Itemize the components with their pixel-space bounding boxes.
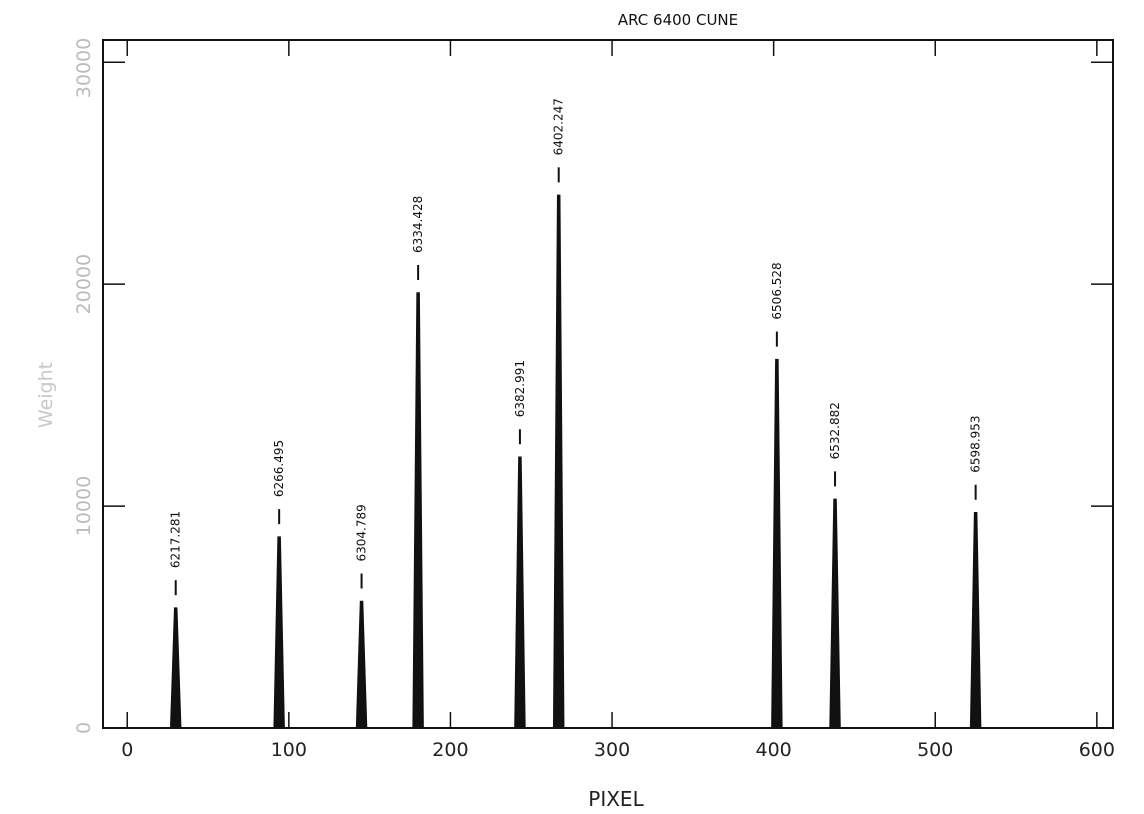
emission-peak [514,456,526,729]
peak-label: 6598.953 [969,415,983,472]
emission-peak [829,498,841,729]
peak-label: 6506.528 [770,262,784,319]
emission-peak [552,194,565,729]
x-tick-label: 600 [1079,739,1115,761]
x-axis-label: PIXEL [588,787,644,811]
axis-ticks [103,40,1113,729]
emission-peak [412,292,424,729]
x-tick-label: 500 [917,739,953,761]
peak-label: 6304.789 [355,504,369,561]
x-tick-label: 400 [756,739,792,761]
emission-peak [169,607,182,729]
x-tick-label: 300 [594,739,630,761]
peak-label: 6382.991 [513,360,527,417]
y-tick-label: 30000 [73,38,95,98]
emission-peak [771,358,783,729]
peak-label: 6266.495 [272,440,286,497]
peak-label: 6532.882 [828,402,842,459]
emission-peak [273,536,285,729]
peak-label: 6402.247 [552,98,566,155]
peak-label: 6334.428 [411,196,425,253]
plot-frame [102,39,1114,729]
emission-peak [969,511,982,729]
emission-peak [355,600,368,729]
x-tick-labels: 0 100 200 300 400 500 600 [121,739,1115,761]
x-tick-label: 200 [432,739,468,761]
y-tick-label: 20000 [73,254,95,314]
y-tick-label: 10000 [73,476,95,536]
peak-label: 6217.281 [169,511,183,568]
x-tick-label: 100 [271,739,307,761]
chart-title: ARC 6400 CUNE [618,11,738,29]
y-tick-labels: 0 10000 20000 30000 [73,38,95,734]
x-tick-label: 0 [121,739,133,761]
y-axis-label: Weight [35,362,57,428]
emission-peaks [169,194,982,729]
peak-labels: 6217.281 6266.495 6304.789 6334.428 6382.991… [169,98,983,596]
y-tick-label: 0 [73,722,95,734]
